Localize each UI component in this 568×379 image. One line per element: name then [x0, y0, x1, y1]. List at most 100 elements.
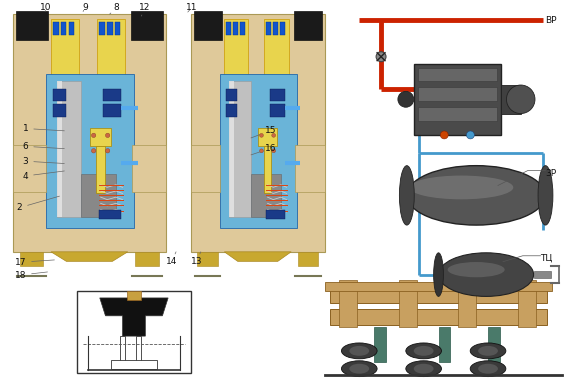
Ellipse shape [312, 228, 316, 230]
Bar [107, 22, 112, 35]
Ellipse shape [300, 78, 303, 80]
Ellipse shape [300, 54, 303, 56]
Ellipse shape [212, 186, 216, 188]
Ellipse shape [22, 139, 27, 142]
Bar [131, 11, 163, 40]
Ellipse shape [22, 108, 27, 111]
Ellipse shape [22, 124, 27, 126]
Ellipse shape [22, 228, 27, 230]
Ellipse shape [22, 222, 27, 224]
Ellipse shape [312, 180, 316, 182]
Bar [208, 24, 210, 157]
Ellipse shape [152, 124, 156, 126]
Ellipse shape [137, 216, 142, 218]
Circle shape [376, 52, 386, 62]
Bar [265, 19, 289, 90]
Circle shape [91, 133, 96, 138]
Ellipse shape [212, 140, 216, 141]
Ellipse shape [37, 210, 41, 212]
Ellipse shape [37, 39, 41, 41]
Bar [57, 81, 62, 217]
Text: 3: 3 [23, 157, 64, 166]
Ellipse shape [212, 124, 216, 126]
Ellipse shape [199, 192, 203, 194]
Ellipse shape [212, 155, 216, 157]
Ellipse shape [312, 186, 316, 188]
Bar [195, 169, 220, 235]
Ellipse shape [300, 198, 303, 200]
Ellipse shape [22, 31, 27, 33]
Ellipse shape [199, 39, 203, 41]
Ellipse shape [199, 101, 203, 103]
Ellipse shape [152, 155, 156, 157]
Ellipse shape [37, 93, 41, 95]
Ellipse shape [300, 39, 303, 41]
Circle shape [272, 149, 275, 153]
Bar [90, 128, 111, 146]
Ellipse shape [212, 174, 216, 175]
Bar [97, 19, 125, 90]
Bar [53, 22, 59, 35]
Bar [203, 170, 212, 234]
Text: 17: 17 [15, 258, 55, 267]
Bar [136, 336, 141, 362]
Ellipse shape [212, 216, 216, 218]
Ellipse shape [199, 204, 203, 206]
Ellipse shape [438, 253, 533, 296]
Ellipse shape [300, 228, 303, 230]
Ellipse shape [37, 198, 41, 200]
Bar [69, 22, 74, 35]
Ellipse shape [199, 54, 203, 56]
Ellipse shape [152, 139, 156, 142]
Ellipse shape [212, 93, 216, 95]
Circle shape [260, 133, 264, 137]
Ellipse shape [300, 180, 303, 182]
Ellipse shape [312, 85, 316, 87]
Bar [258, 128, 277, 146]
Ellipse shape [137, 47, 142, 49]
Ellipse shape [199, 155, 203, 157]
Ellipse shape [212, 70, 216, 72]
Bar [266, 22, 271, 35]
Bar [195, 17, 220, 164]
Ellipse shape [312, 93, 316, 95]
Ellipse shape [152, 222, 156, 224]
Bar [148, 172, 149, 232]
Ellipse shape [199, 70, 203, 72]
Ellipse shape [137, 139, 142, 142]
Ellipse shape [212, 192, 216, 194]
Circle shape [507, 85, 535, 114]
Ellipse shape [37, 222, 41, 224]
Text: 6: 6 [23, 142, 64, 151]
Ellipse shape [212, 210, 216, 212]
Ellipse shape [212, 23, 216, 25]
Ellipse shape [407, 166, 545, 225]
Ellipse shape [312, 78, 316, 80]
Ellipse shape [212, 204, 216, 206]
Ellipse shape [212, 47, 216, 49]
Bar [220, 74, 296, 228]
Text: ТЦ: ТЦ [541, 254, 553, 263]
Ellipse shape [37, 124, 41, 126]
Bar [229, 81, 251, 217]
Ellipse shape [37, 147, 41, 149]
Ellipse shape [312, 174, 316, 175]
Ellipse shape [312, 198, 316, 200]
Ellipse shape [300, 31, 303, 33]
Bar [229, 81, 234, 217]
Ellipse shape [37, 180, 41, 182]
Ellipse shape [137, 77, 142, 80]
Ellipse shape [137, 85, 142, 87]
Bar [132, 145, 166, 193]
Ellipse shape [199, 93, 203, 95]
Bar [270, 89, 285, 101]
Bar [240, 22, 245, 35]
Ellipse shape [37, 186, 41, 188]
Bar [374, 327, 386, 362]
Ellipse shape [37, 192, 41, 194]
Ellipse shape [22, 23, 27, 25]
Bar [227, 89, 237, 101]
Ellipse shape [37, 31, 41, 33]
Ellipse shape [312, 124, 316, 126]
Ellipse shape [312, 23, 316, 25]
